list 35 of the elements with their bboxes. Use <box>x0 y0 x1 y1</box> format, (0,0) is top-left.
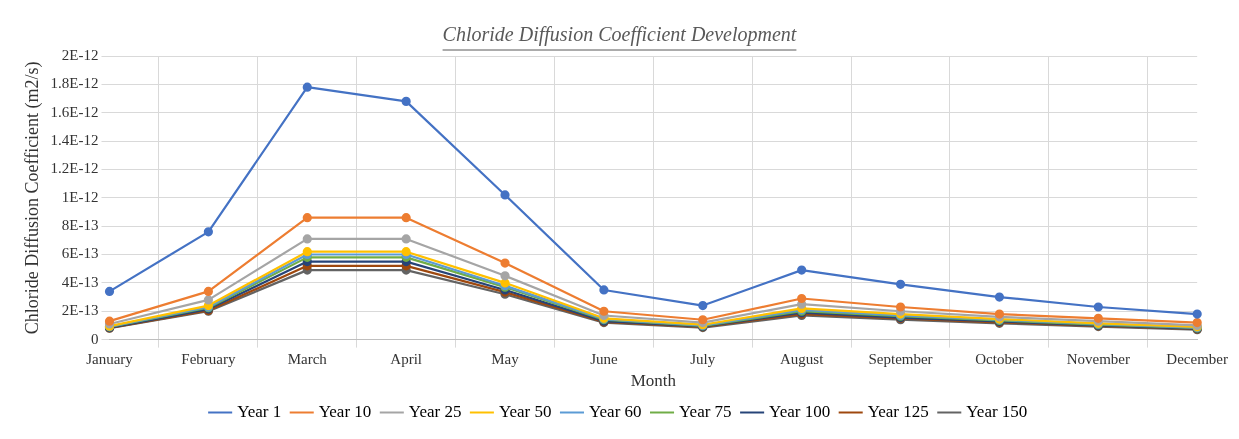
legend-label: Year 50 <box>498 401 552 421</box>
legend-label: Year 60 <box>588 401 642 421</box>
y-tick-label: 1.4E-12 <box>50 132 99 149</box>
y-tick-label: 1.6E-12 <box>50 103 99 120</box>
x-tick-label: May <box>491 350 520 367</box>
y-tick-label: 1.2E-12 <box>50 160 99 177</box>
x-tick-label: April <box>390 350 422 367</box>
chart-title: Chloride Diffusion Coefficient Development <box>442 23 797 47</box>
legend-label: Year 10 <box>318 401 372 421</box>
legend-label: Year 75 <box>679 401 732 421</box>
x-tick-label: September <box>868 350 933 367</box>
x-tick-label: November <box>1066 350 1130 367</box>
legend-label: Year 1 <box>237 401 282 421</box>
x-axis-title: Month <box>630 371 677 391</box>
y-tick-label: 2E-12 <box>61 46 99 63</box>
y-tick-label: 1.8E-12 <box>50 75 99 92</box>
x-tick-label: December <box>1166 350 1229 367</box>
x-tick-label: October <box>975 350 1024 367</box>
y-tick-label: 6E-13 <box>61 245 99 262</box>
y-tick-label: 0 <box>91 330 99 347</box>
x-tick-label: June <box>590 350 618 367</box>
legend-label: Year 25 <box>408 401 462 421</box>
legend-label: Year 125 <box>867 401 929 421</box>
y-axis-title: Chloride Diffusion Coefficient (m2/s) <box>21 61 43 335</box>
x-tick-label: January <box>86 350 134 367</box>
y-tick-label: 4E-13 <box>61 273 99 290</box>
x-tick-label: March <box>287 350 328 367</box>
y-tick-label: 2E-13 <box>61 302 99 319</box>
y-tick-label: 8E-13 <box>61 217 99 234</box>
y-tick-label: 1E-12 <box>61 188 99 205</box>
legend-label: Year 150 <box>966 401 1028 421</box>
legend-label: Year 100 <box>769 401 831 421</box>
x-tick-label: February <box>181 350 236 367</box>
x-tick-label: July <box>690 350 716 367</box>
x-tick-label: August <box>780 350 825 367</box>
